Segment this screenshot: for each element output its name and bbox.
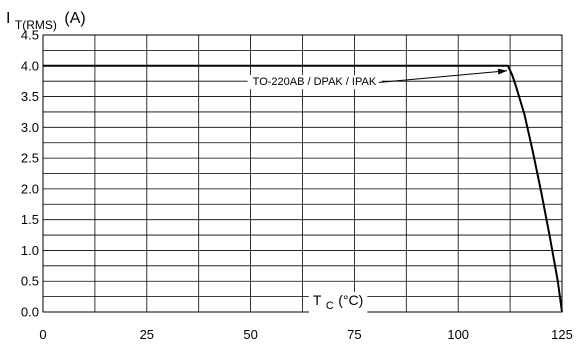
y-tick-label: 2.5 (21, 151, 39, 166)
y-tick-label: 1.5 (21, 212, 39, 227)
x-tick-label: 100 (447, 327, 469, 342)
y-tick-label: 3.5 (21, 89, 39, 104)
series-line (43, 64, 563, 313)
x-axis-label-group: T C (°C) (308, 292, 368, 313)
y-axis-label: I T(RMS) (A) (6, 10, 86, 33)
x-tick-labels: 0 25 50 75 100 125 (39, 327, 572, 342)
plot-frame (42, 34, 563, 313)
x-tick-label: 75 (347, 327, 361, 342)
y-tick-label: 0.5 (21, 274, 39, 289)
x-tick-label: 25 (140, 327, 154, 342)
plot-border (42, 34, 563, 313)
x-axis-label: T C (°C) (313, 292, 363, 313)
x-tick-label: 0 (39, 327, 46, 342)
y-tick-label: 0.0 (21, 305, 39, 320)
annotation-group: TO-220AB / DPAK / IPAK (247, 68, 508, 90)
x-axis-label-background (308, 292, 368, 313)
annotation-label: TO-220AB / DPAK / IPAK (253, 76, 377, 88)
annotation-label-background (247, 75, 382, 90)
annotation-arrow-line (378, 70, 508, 83)
series-group (43, 64, 563, 313)
y-tick-label: 2.0 (21, 181, 39, 196)
x-tick-label: 50 (243, 327, 257, 342)
annotation-arrow-head (497, 68, 508, 75)
y-tick-labels: 0.0 0.5 1.0 1.5 2.0 2.5 3.0 3.5 4.0 4.5 (21, 28, 39, 320)
y-tick-label: 4.5 (21, 28, 39, 43)
x-tick-label: 125 (551, 327, 573, 342)
y-tick-label: 1.0 (21, 243, 39, 258)
y-tick-label: 4.0 (21, 58, 39, 73)
y-tick-label: 3.0 (21, 120, 39, 135)
